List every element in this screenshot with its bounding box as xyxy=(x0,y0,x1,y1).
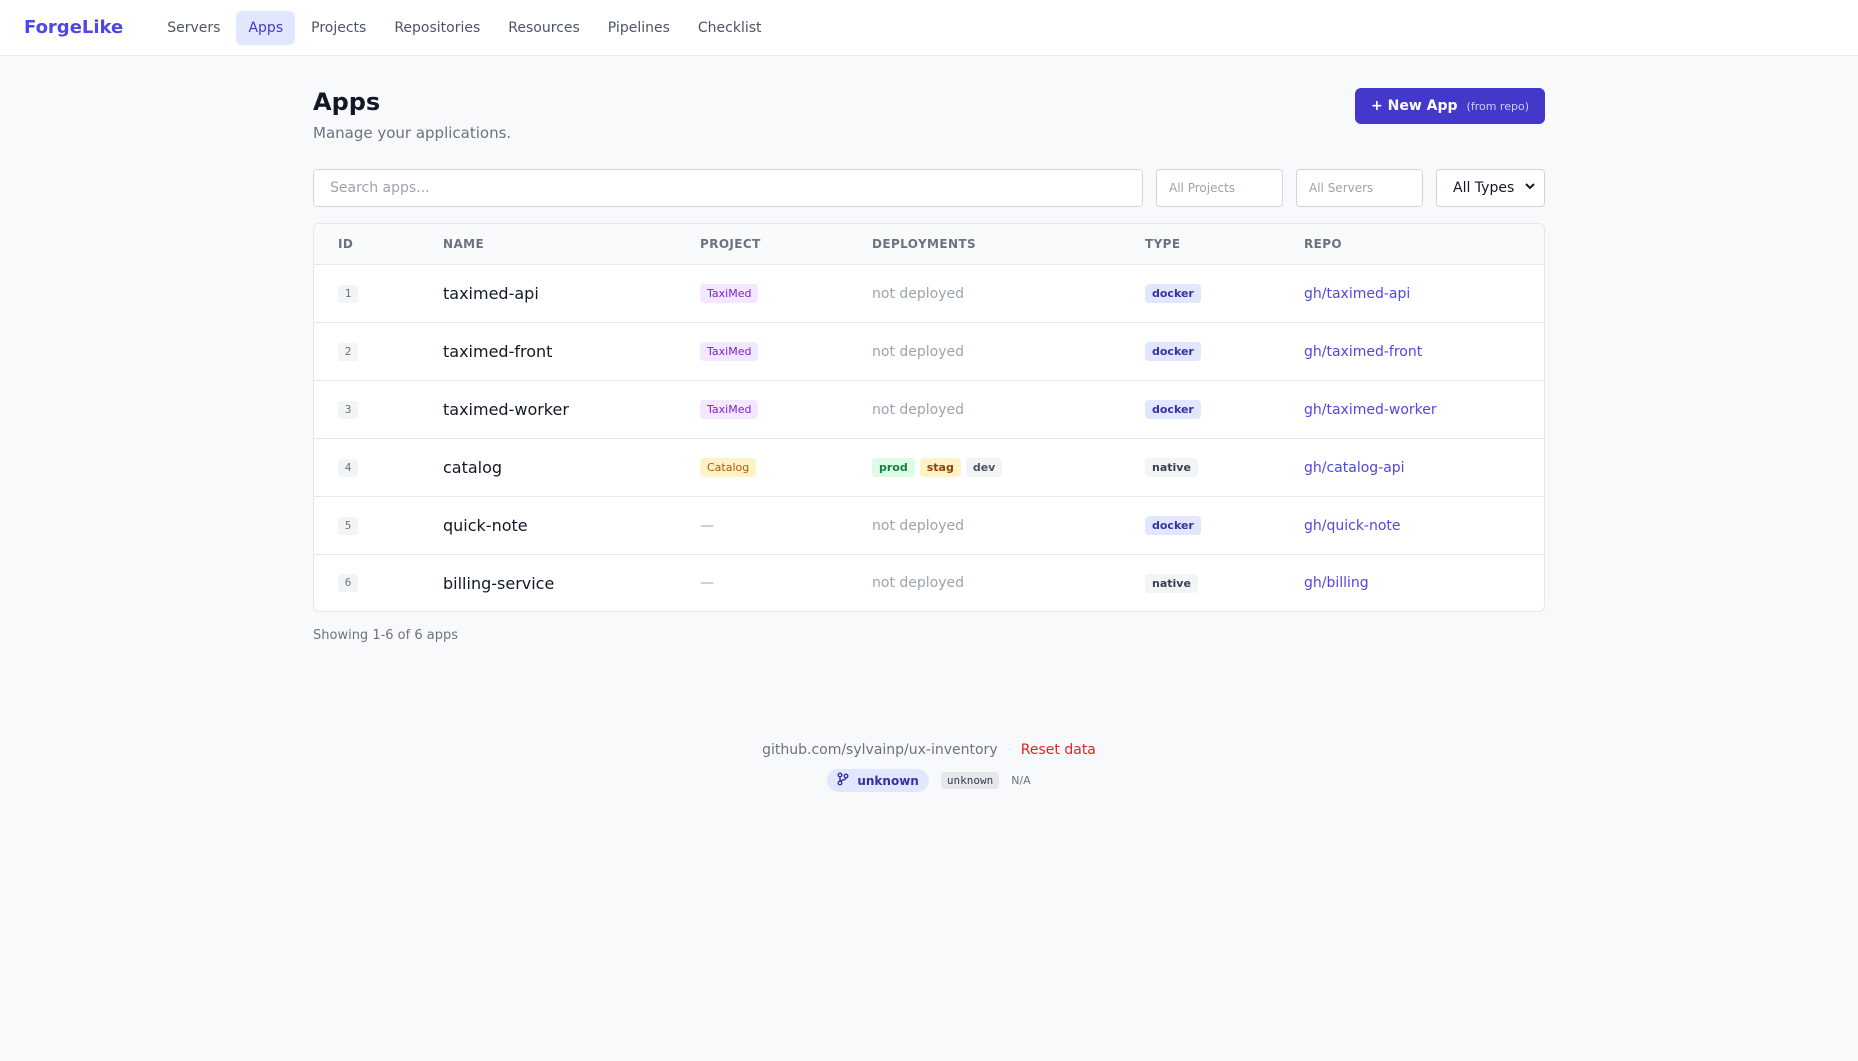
project-badge[interactable]: Catalog xyxy=(700,458,757,477)
page-subtitle: Manage your applications. xyxy=(313,124,512,142)
commit-hash: unknown xyxy=(940,772,1000,789)
github-link[interactable]: github.com/sylvainp/ux-inventory xyxy=(762,742,998,758)
branch-name: unknown xyxy=(857,773,919,788)
new-app-label: + New App xyxy=(1371,98,1458,114)
env-badge-dev[interactable]: dev xyxy=(965,458,1003,477)
repo-link[interactable]: gh/catalog-api xyxy=(1304,459,1405,476)
deployment-envs: prod stag dev xyxy=(872,458,1145,477)
pagination-summary: Showing 1-6 of 6 apps xyxy=(313,628,458,643)
col-header-deployments[interactable]: DEPLOYMENTS xyxy=(872,237,977,251)
id-badge: 6 xyxy=(338,574,358,592)
table-row[interactable]: 1 taximed-api TaxiMed not deployed docke… xyxy=(314,265,1544,323)
repo-link[interactable]: gh/taximed-worker xyxy=(1304,401,1437,418)
table-row[interactable]: 3 taximed-worker TaxiMed not deployed do… xyxy=(314,381,1544,439)
col-header-id[interactable]: ID xyxy=(338,237,354,251)
server-filter-input[interactable] xyxy=(1296,169,1423,207)
project-badge[interactable]: TaxiMed xyxy=(700,342,759,361)
app-name[interactable]: catalog xyxy=(443,458,503,477)
nav-item-pipelines[interactable]: Pipelines xyxy=(607,19,670,36)
project-badge[interactable]: TaxiMed xyxy=(700,400,759,419)
filter-bar: All Types xyxy=(313,169,1545,207)
repo-link[interactable]: gh/quick-note xyxy=(1304,517,1401,534)
table-row[interactable]: 2 taximed-front TaxiMed not deployed doc… xyxy=(314,323,1544,381)
apps-table: ID NAME PROJECT DEPLOYMENTS TYPE REPO 1 … xyxy=(313,223,1545,612)
repo-link[interactable]: gh/billing xyxy=(1304,575,1369,591)
type-badge: docker xyxy=(1145,400,1201,419)
id-badge: 4 xyxy=(338,458,358,477)
nav-item-checklist[interactable]: Checklist xyxy=(697,19,762,36)
nav-item-projects[interactable]: Projects xyxy=(311,19,367,36)
search-input[interactable] xyxy=(313,169,1143,207)
branch-pill: unknown xyxy=(827,769,929,792)
new-app-button[interactable]: + New App (from repo) xyxy=(1355,88,1545,124)
deployment-status: not deployed xyxy=(872,517,965,534)
deployment-status: not deployed xyxy=(872,343,965,360)
col-header-type[interactable]: TYPE xyxy=(1145,237,1181,251)
col-header-repo[interactable]: REPO xyxy=(1304,237,1343,251)
type-select[interactable]: All Types xyxy=(1436,169,1545,207)
type-badge: native xyxy=(1145,458,1198,477)
app-name[interactable]: taximed-worker xyxy=(443,400,569,419)
app-name[interactable]: quick-note xyxy=(443,516,528,535)
env-badge-stag[interactable]: stag xyxy=(919,458,961,477)
repo-link[interactable]: gh/taximed-api xyxy=(1304,285,1411,302)
type-select-value: All Types xyxy=(1453,180,1515,196)
type-badge: docker xyxy=(1145,284,1201,303)
nav-item-apps[interactable]: Apps xyxy=(236,10,296,45)
project-badge[interactable]: TaxiMed xyxy=(700,284,759,303)
type-badge: docker xyxy=(1145,516,1201,535)
reset-data-button[interactable]: Reset data xyxy=(1020,742,1096,758)
id-badge: 3 xyxy=(338,400,358,419)
env-badge-prod[interactable]: prod xyxy=(872,458,915,477)
app-name[interactable]: taximed-front xyxy=(443,342,553,361)
table-header: ID NAME PROJECT DEPLOYMENTS TYPE REPO xyxy=(314,224,1544,265)
no-project-dash: — xyxy=(700,517,714,534)
table-row[interactable]: 6 billing-service — not deployed native … xyxy=(314,555,1544,611)
brand-logo[interactable]: ForgeLike xyxy=(24,17,124,38)
page-footer: github.com/sylvainp/ux-inventory · Reset… xyxy=(0,742,1858,792)
top-navbar: ForgeLike Servers Apps Projects Reposito… xyxy=(0,0,1858,56)
footer-separator: · xyxy=(1007,744,1011,756)
git-branch-icon xyxy=(837,772,849,789)
type-badge: docker xyxy=(1145,342,1201,361)
type-badge: native xyxy=(1145,573,1198,593)
project-filter-input[interactable] xyxy=(1156,169,1283,207)
id-badge: 1 xyxy=(338,284,358,303)
nav-item-resources[interactable]: Resources xyxy=(508,19,580,36)
repo-link[interactable]: gh/taximed-front xyxy=(1304,343,1423,360)
nav-item-servers[interactable]: Servers xyxy=(167,19,221,36)
table-row[interactable]: 5 quick-note — not deployed docker gh/qu… xyxy=(314,497,1544,555)
deployment-status: not deployed xyxy=(872,575,965,591)
app-name[interactable]: billing-service xyxy=(443,573,555,593)
col-header-project[interactable]: PROJECT xyxy=(700,237,761,251)
deployment-status: not deployed xyxy=(872,285,965,302)
table-row[interactable]: 4 catalog Catalog prod stag dev native gh/… xyxy=(314,439,1544,497)
no-project-dash: — xyxy=(700,575,714,591)
page-title: Apps xyxy=(313,88,381,116)
id-badge: 2 xyxy=(338,342,358,361)
id-badge: 5 xyxy=(338,516,358,535)
new-app-sublabel: (from repo) xyxy=(1466,99,1529,113)
deployment-status: not deployed xyxy=(872,401,965,418)
chevron-down-icon xyxy=(1524,180,1536,196)
col-header-name[interactable]: NAME xyxy=(443,237,485,251)
main-content: Apps Manage your applications. + New App… xyxy=(313,56,1545,643)
build-date: N/A xyxy=(1011,774,1031,787)
app-name[interactable]: taximed-api xyxy=(443,284,539,303)
nav-item-repositories[interactable]: Repositories xyxy=(394,19,481,36)
